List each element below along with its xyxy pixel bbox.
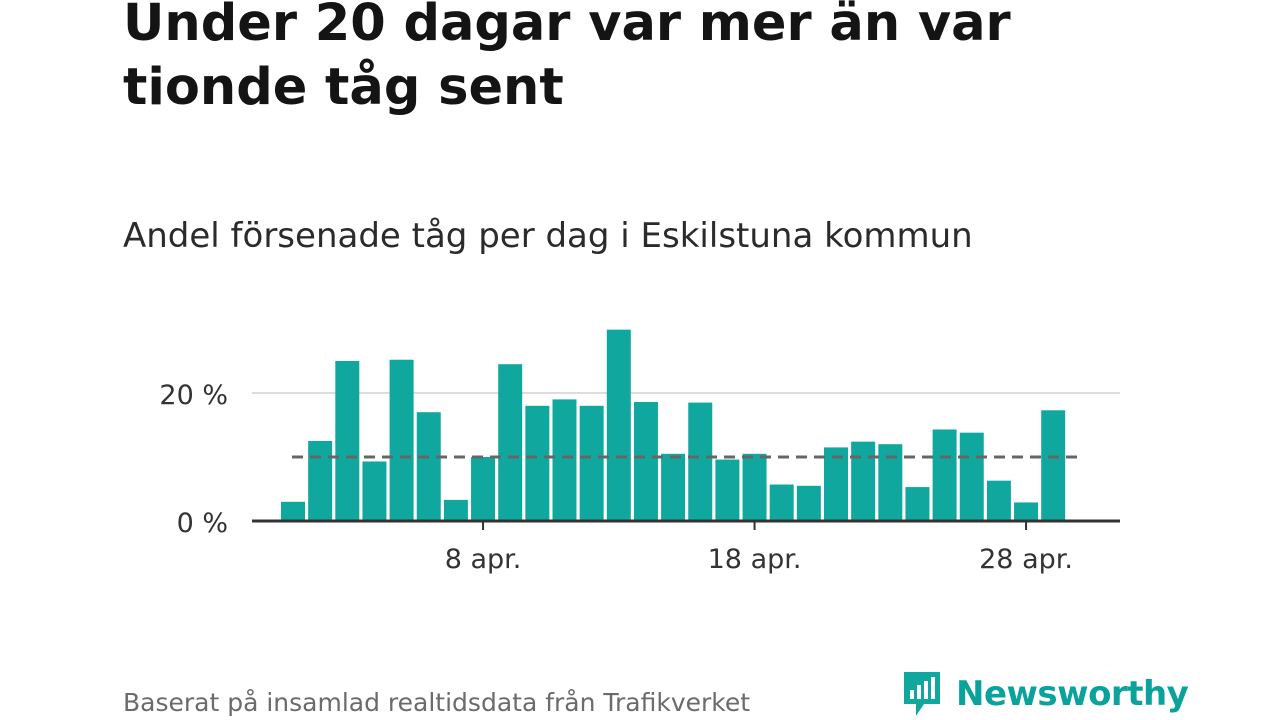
bar [579, 405, 604, 521]
bar [986, 480, 1011, 521]
bar [959, 432, 984, 521]
bar [606, 329, 631, 521]
bar [633, 401, 658, 521]
bar [335, 361, 360, 521]
x-tick-label: 28 apr. [979, 544, 1073, 575]
chart-title: Under 20 dagar var mer än var tionde tåg… [123, 0, 1011, 117]
bar [769, 484, 794, 521]
bar [471, 457, 496, 521]
chart-subtitle: Andel försenade tåg per dag i Eskilstuna… [123, 216, 973, 256]
bar-chart: 0 % 20 % 8 apr. 18 apr. 28 apr. [159, 329, 1120, 575]
bar [1041, 410, 1066, 521]
bar [308, 441, 333, 521]
brand: Newsworthy [902, 670, 1189, 718]
newsworthy-logo-icon [904, 672, 940, 716]
bar [362, 461, 387, 521]
bar [281, 501, 305, 521]
bar [688, 402, 713, 521]
bar [742, 453, 767, 521]
bar [443, 499, 468, 521]
bar [851, 441, 876, 521]
x-tick-label: 18 apr. [708, 544, 802, 575]
bar [661, 453, 686, 521]
y-tick-label: 0 % [177, 508, 228, 539]
x-tick-label: 8 apr. [445, 544, 522, 575]
bar [824, 447, 848, 521]
source-note: Baserat på insamlad realtidsdata från Tr… [123, 688, 751, 717]
bar [498, 364, 523, 521]
bar [416, 412, 441, 521]
bar [905, 487, 930, 521]
bar [525, 405, 550, 521]
y-tick-label: 20 % [159, 380, 228, 411]
bar [932, 429, 957, 521]
bar [552, 399, 577, 521]
brand-name: Newsworthy [956, 674, 1189, 714]
bar [389, 359, 414, 521]
bar [1014, 502, 1039, 521]
bar [715, 459, 740, 521]
bar [796, 485, 821, 521]
